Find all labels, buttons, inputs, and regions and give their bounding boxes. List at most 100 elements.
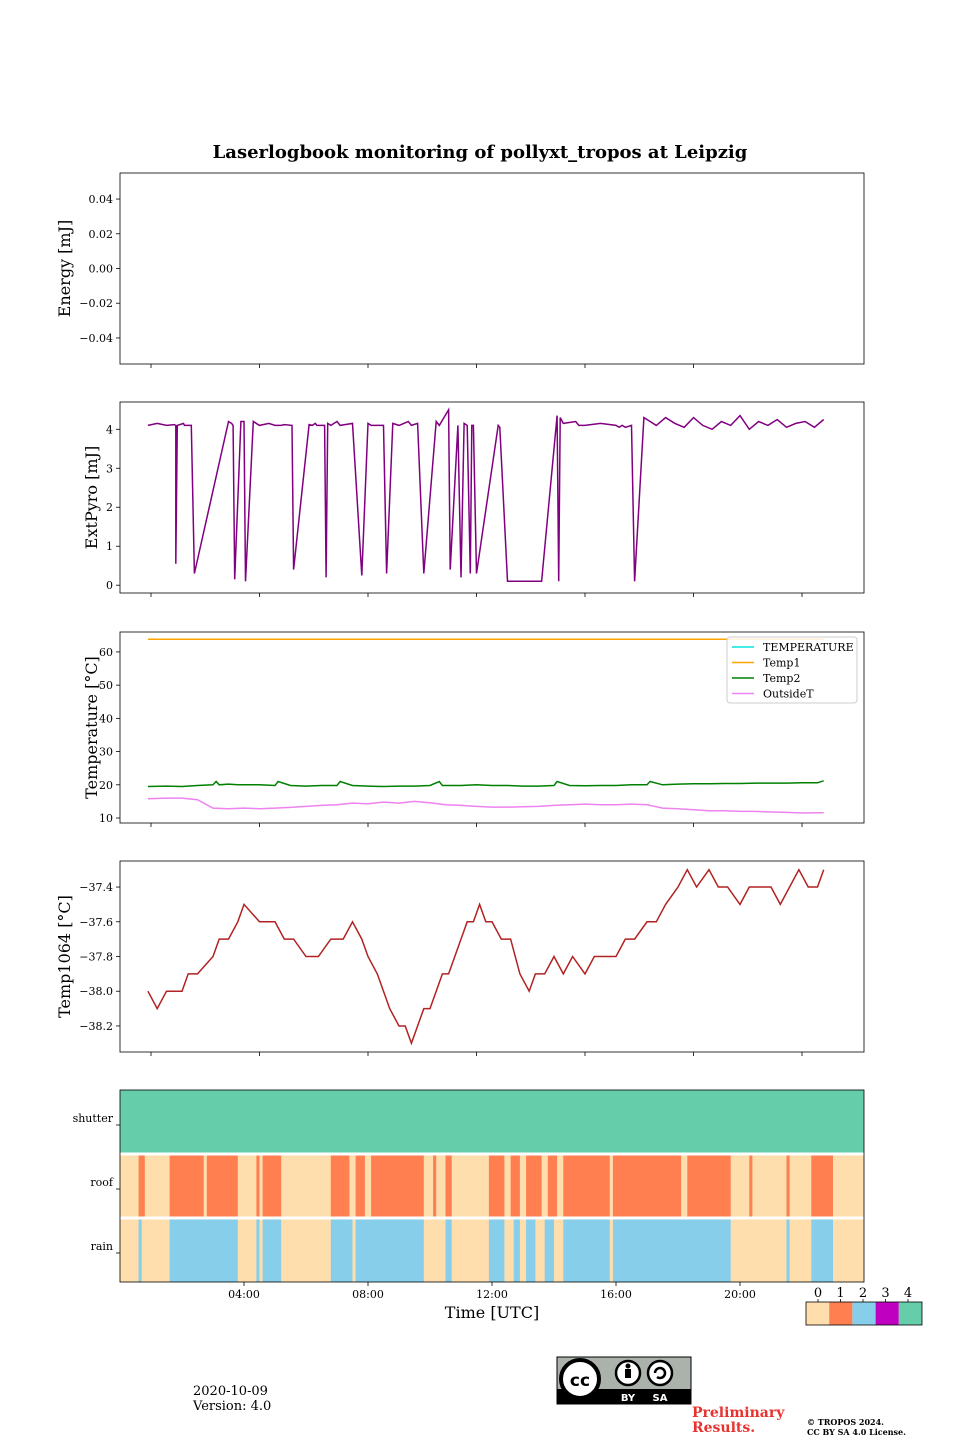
colorbar-segment (898, 1302, 922, 1325)
row-label-shutter: shutter (73, 1112, 114, 1125)
shutter-segment (120, 1090, 864, 1153)
chart-title: Laserlogbook monitoring of pollyxt_tropo… (213, 142, 748, 163)
panel-extpyro: 0 1 2 3 4 ExtPyro [mJ] (82, 401, 865, 597)
roof-segment (811, 1155, 833, 1217)
colorbar-tick-label: 1 (836, 1286, 844, 1301)
rain-segment (330, 1219, 353, 1282)
x-tick-label: 20:00 (724, 1288, 756, 1301)
axes-frame (119, 172, 865, 365)
cc-circle-icon (559, 1358, 601, 1400)
cc-by-sa-logo: cc BY SA (556, 1356, 692, 1405)
roof-segment (256, 1155, 260, 1217)
y-tick-label: 60 (99, 646, 113, 659)
series-line-extpyro (147, 407, 825, 583)
roof-segment (510, 1155, 520, 1217)
roof-segment (262, 1155, 282, 1217)
copyright-line-1: © TROPOS 2024. (807, 1417, 884, 1427)
rain-segment (563, 1219, 610, 1282)
rain-segment (256, 1219, 260, 1282)
roof-segment (206, 1155, 213, 1217)
y-axis-label: ExtPyro [mJ] (82, 446, 101, 549)
roof-segment (213, 1155, 238, 1217)
y-axis-label: Energy [mJ] (55, 220, 74, 318)
rain-segment (355, 1219, 424, 1282)
x-tick-label: 08:00 (352, 1288, 384, 1301)
legend-entry: OutsideT (763, 688, 814, 701)
share-alike-arrow-icon (653, 1366, 667, 1380)
share-alike-icon (646, 1359, 674, 1387)
y-tick-label: 20 (99, 779, 113, 792)
roof-segment (371, 1155, 424, 1217)
y-tick-label: 10 (99, 812, 113, 825)
y-tick-label: −37.6 (79, 916, 113, 929)
roof-segment (355, 1155, 365, 1217)
person-head-icon (625, 1363, 631, 1369)
y-tick-label: −38.2 (79, 1020, 113, 1033)
series-line-temp2 (147, 780, 824, 788)
legend: TEMPERATURE Temp1 Temp2 OutsideT (726, 636, 858, 704)
series-line-outsidet (147, 797, 824, 814)
roof-segment (169, 1155, 204, 1217)
colorbar-frame (805, 1301, 923, 1326)
panel-temp1064: −37.4 −37.6 −37.8 −38.0 −38.2 Temp1064 [°C] (55, 860, 865, 1056)
rain-segment (488, 1219, 505, 1282)
roof-segment (786, 1155, 790, 1217)
colorbar-tick-label: 2 (859, 1286, 867, 1301)
y-tick-label: 0.02 (89, 228, 114, 241)
y-tick-label: 4 (106, 423, 113, 436)
y-tick-label: −38.0 (79, 985, 113, 998)
y-tick-label: 0.00 (89, 263, 114, 276)
y-tick-label: −0.02 (79, 297, 113, 310)
roof-segment (563, 1155, 610, 1217)
roof-segment (687, 1155, 731, 1217)
footer-version: Version: 4.0 (193, 1399, 272, 1414)
x-tick-label: 16:00 (600, 1288, 632, 1301)
copyright-line-2: CC BY SA 4.0 License. (807, 1427, 906, 1437)
y-axis-label: Temp1064 [°C] (55, 895, 74, 1018)
roof-segment (433, 1155, 437, 1217)
colorbar-tick-label: 3 (881, 1286, 889, 1301)
legend-entry: Temp2 (763, 672, 800, 685)
roof-segment (330, 1155, 350, 1217)
y-tick-label: 0.04 (89, 193, 114, 206)
rain-segment (513, 1219, 520, 1282)
axes-frame (119, 631, 865, 824)
x-tick-label: 12:00 (476, 1288, 508, 1301)
footer-date: 2020-10-09 (193, 1384, 268, 1399)
rain-segment (262, 1219, 282, 1282)
rain-segment (526, 1219, 536, 1282)
rain-segment (811, 1219, 833, 1282)
roof-segment (547, 1155, 558, 1217)
rain-segment (445, 1219, 452, 1282)
y-tick-label: −0.04 (79, 332, 113, 345)
x-axis-label: Time [UTC] (445, 1303, 539, 1322)
x-tick-label: 04:00 (228, 1288, 260, 1301)
colorbar-segment (875, 1302, 899, 1325)
preliminary-label-1: Preliminary (692, 1405, 785, 1421)
row-label-rain: rain (91, 1240, 113, 1253)
rain-segment (138, 1219, 142, 1282)
rain-segment (786, 1219, 790, 1282)
rain-segment (544, 1219, 554, 1282)
panel-status: shutter roof rain 04:00 08:00 12:00 16:00 20:00… (73, 1089, 865, 1322)
legend-box (726, 636, 858, 704)
panel-energy: 0.04 0.02 0.00 −0.02 −0.04 Energy [mJ] (55, 172, 865, 368)
y-tick-label: 1 (106, 540, 113, 553)
y-tick-label: 0 (106, 579, 113, 592)
y-tick-label: −37.4 (79, 881, 113, 894)
rain-segment (612, 1219, 731, 1282)
roof-segment (612, 1155, 682, 1217)
rain-segment (169, 1219, 238, 1282)
axes-frame (119, 860, 865, 1053)
legend-entry: TEMPERATURE (763, 641, 854, 654)
axes-frame (119, 401, 865, 594)
y-tick-label: 30 (99, 746, 113, 759)
colorbar-tick-label: 4 (904, 1286, 912, 1301)
colorbar-segment (806, 1302, 830, 1325)
cc-sa-text: SA (653, 1393, 668, 1404)
roof-segment (526, 1155, 542, 1217)
